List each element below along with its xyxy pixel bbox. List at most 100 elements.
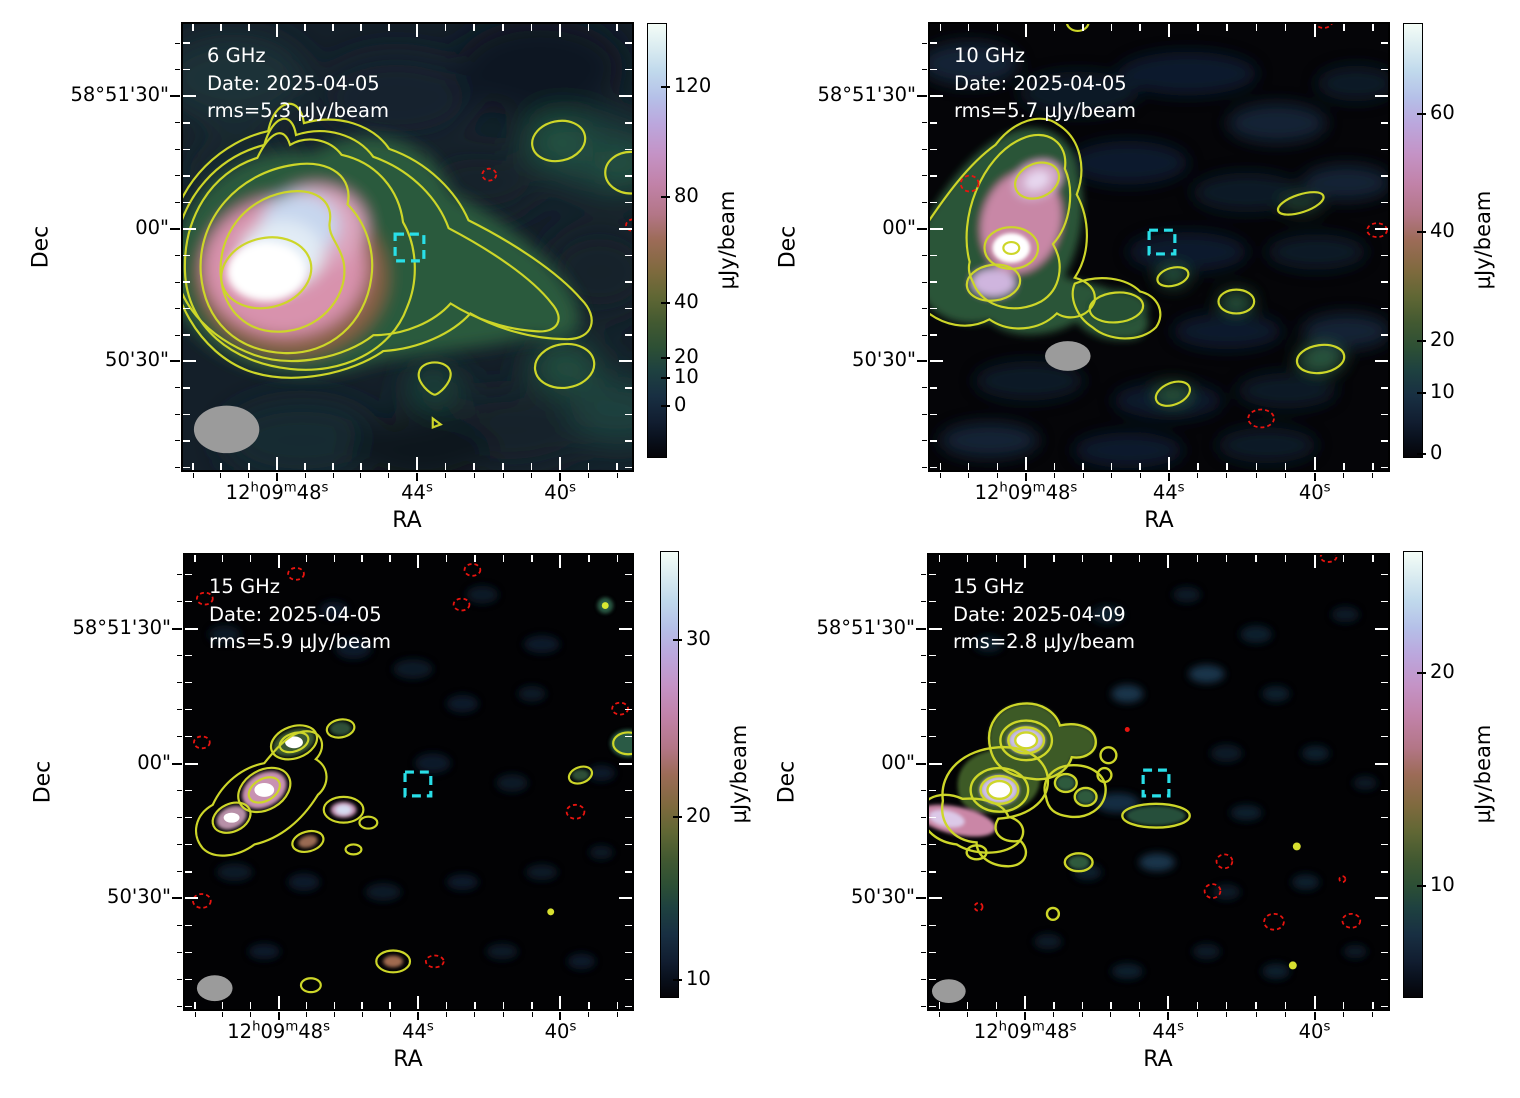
dec-minor-tick [185, 951, 192, 954]
colorbar-tick [1417, 452, 1426, 455]
ra-minor-tick [938, 555, 941, 562]
dec-minor-tick [183, 440, 190, 442]
ra-minor-tick [588, 1002, 590, 1009]
dec-minor-tick [183, 307, 190, 310]
ra-minor-tick [1053, 1002, 1055, 1009]
dec-major-tick [930, 228, 943, 230]
dec-minor-tick [625, 254, 632, 257]
ra-minor-tick [332, 24, 334, 31]
dec-minor-tick [929, 708, 936, 711]
dec-major-tick-outer [916, 897, 926, 900]
dec-minor-tick [625, 68, 632, 71]
dec-minor-tick [1381, 201, 1388, 204]
ra-minor-tick [1138, 1002, 1141, 1009]
ra-minor-tick [616, 1002, 619, 1009]
ra-major-tick [1167, 555, 1170, 568]
dec-minor-tick-outer [175, 334, 180, 336]
ra-minor-tick [361, 1002, 363, 1009]
dec-axis-label: Dec [774, 760, 800, 804]
frequency-label: 6 GHz [207, 44, 266, 67]
ra-major-tick-outer [416, 473, 418, 481]
ra-minor-tick [1053, 463, 1056, 470]
ra-minor-tick-outer [1372, 1012, 1374, 1017]
ra-major-tick [1167, 996, 1170, 1009]
colorbar-tick-label: 60 [1430, 101, 1455, 125]
ra-minor-tick [333, 555, 336, 562]
dec-minor-tick-outer [175, 467, 180, 468]
ra-minor-tick [1053, 24, 1056, 31]
colorbar-tick [1417, 391, 1426, 394]
dec-minor-tick [625, 600, 632, 603]
dec-minor-tick-outer [175, 308, 180, 310]
ra-minor-tick-outer [1285, 473, 1287, 478]
dec-minor-tick [929, 951, 936, 954]
dec-minor-tick [185, 681, 192, 684]
ra-minor-tick [1226, 463, 1228, 470]
ra-minor-tick-outer [220, 473, 222, 478]
dec-minor-tick-outer [177, 1005, 182, 1007]
ra-minor-tick [1372, 555, 1374, 562]
ra-minor-tick [332, 463, 334, 470]
emission-blobs [183, 136, 581, 375]
dec-minor-tick [185, 789, 192, 792]
background-noise [183, 24, 632, 470]
dec-minor-tick [185, 843, 192, 846]
dec-minor-tick-outer [177, 817, 182, 819]
colorbar-tick [1417, 672, 1426, 675]
dec-minor-tick [1381, 843, 1388, 846]
ra-tick-label: 44s [1152, 480, 1185, 504]
map-panel-15ghz-b [927, 553, 1390, 1011]
ra-minor-tick [305, 1002, 308, 1009]
dec-minor-tick-outer [177, 601, 182, 603]
ra-minor-tick [221, 1002, 224, 1009]
ra-minor-tick-outer [531, 1012, 533, 1017]
ra-minor-tick [192, 24, 194, 31]
dec-axis-label: Dec [30, 760, 56, 804]
background-noise [208, 585, 616, 970]
colorbar-tick-label: 0 [1430, 440, 1443, 464]
ra-minor-tick [192, 463, 194, 470]
dec-minor-tick [625, 466, 632, 469]
frequency-label: 15 GHz [209, 575, 281, 598]
dec-minor-tick [625, 708, 632, 711]
dec-minor-tick [625, 816, 632, 819]
dec-major-tick-outer [172, 762, 182, 765]
dec-minor-tick [183, 466, 190, 469]
dec-minor-tick [930, 68, 937, 71]
dec-minor-tick-outer [175, 122, 180, 124]
colorbar-6ghz [647, 23, 667, 458]
dec-major-tick [1375, 228, 1388, 230]
ra-minor-tick [1081, 1002, 1084, 1009]
dec-major-tick [183, 95, 196, 98]
ra-minor-tick-outer [334, 1012, 336, 1017]
ra-major-tick-outer [276, 473, 279, 481]
ra-major-tick [1167, 457, 1170, 470]
ra-minor-tick-outer [1343, 1012, 1345, 1017]
colorbar-tick [673, 815, 682, 818]
dec-minor-tick-outer [175, 148, 180, 150]
colorbar-tick-label: 10 [674, 364, 699, 388]
dec-minor-tick-outer [175, 281, 180, 283]
ra-major-tick [416, 457, 418, 470]
dec-major-tick [185, 627, 198, 630]
dec-minor-tick [930, 387, 937, 389]
date-label: Date: 2025-04-05 [207, 71, 380, 95]
ra-minor-tick-outer [995, 1012, 997, 1017]
colorbar-tick-label: 10 [1430, 379, 1455, 403]
dec-axis-label: Dec [775, 225, 801, 269]
ra-minor-tick [995, 1002, 998, 1009]
dec-minor-tick [185, 735, 192, 738]
dec-major-tick [185, 897, 198, 900]
dec-major-tick-outer [917, 360, 927, 363]
ra-minor-tick [249, 1002, 252, 1009]
dec-minor-tick [1381, 600, 1388, 603]
colorbar-tick [661, 302, 670, 305]
ra-minor-tick [1343, 463, 1345, 470]
dec-major-tick-outer [170, 228, 180, 230]
ra-minor-tick-outer [250, 1012, 252, 1017]
ra-minor-tick [1284, 555, 1287, 562]
dec-minor-tick [1381, 42, 1388, 44]
ra-minor-tick [1139, 24, 1141, 31]
dec-minor-tick [930, 201, 937, 204]
dec-minor-tick-outer [175, 201, 180, 203]
